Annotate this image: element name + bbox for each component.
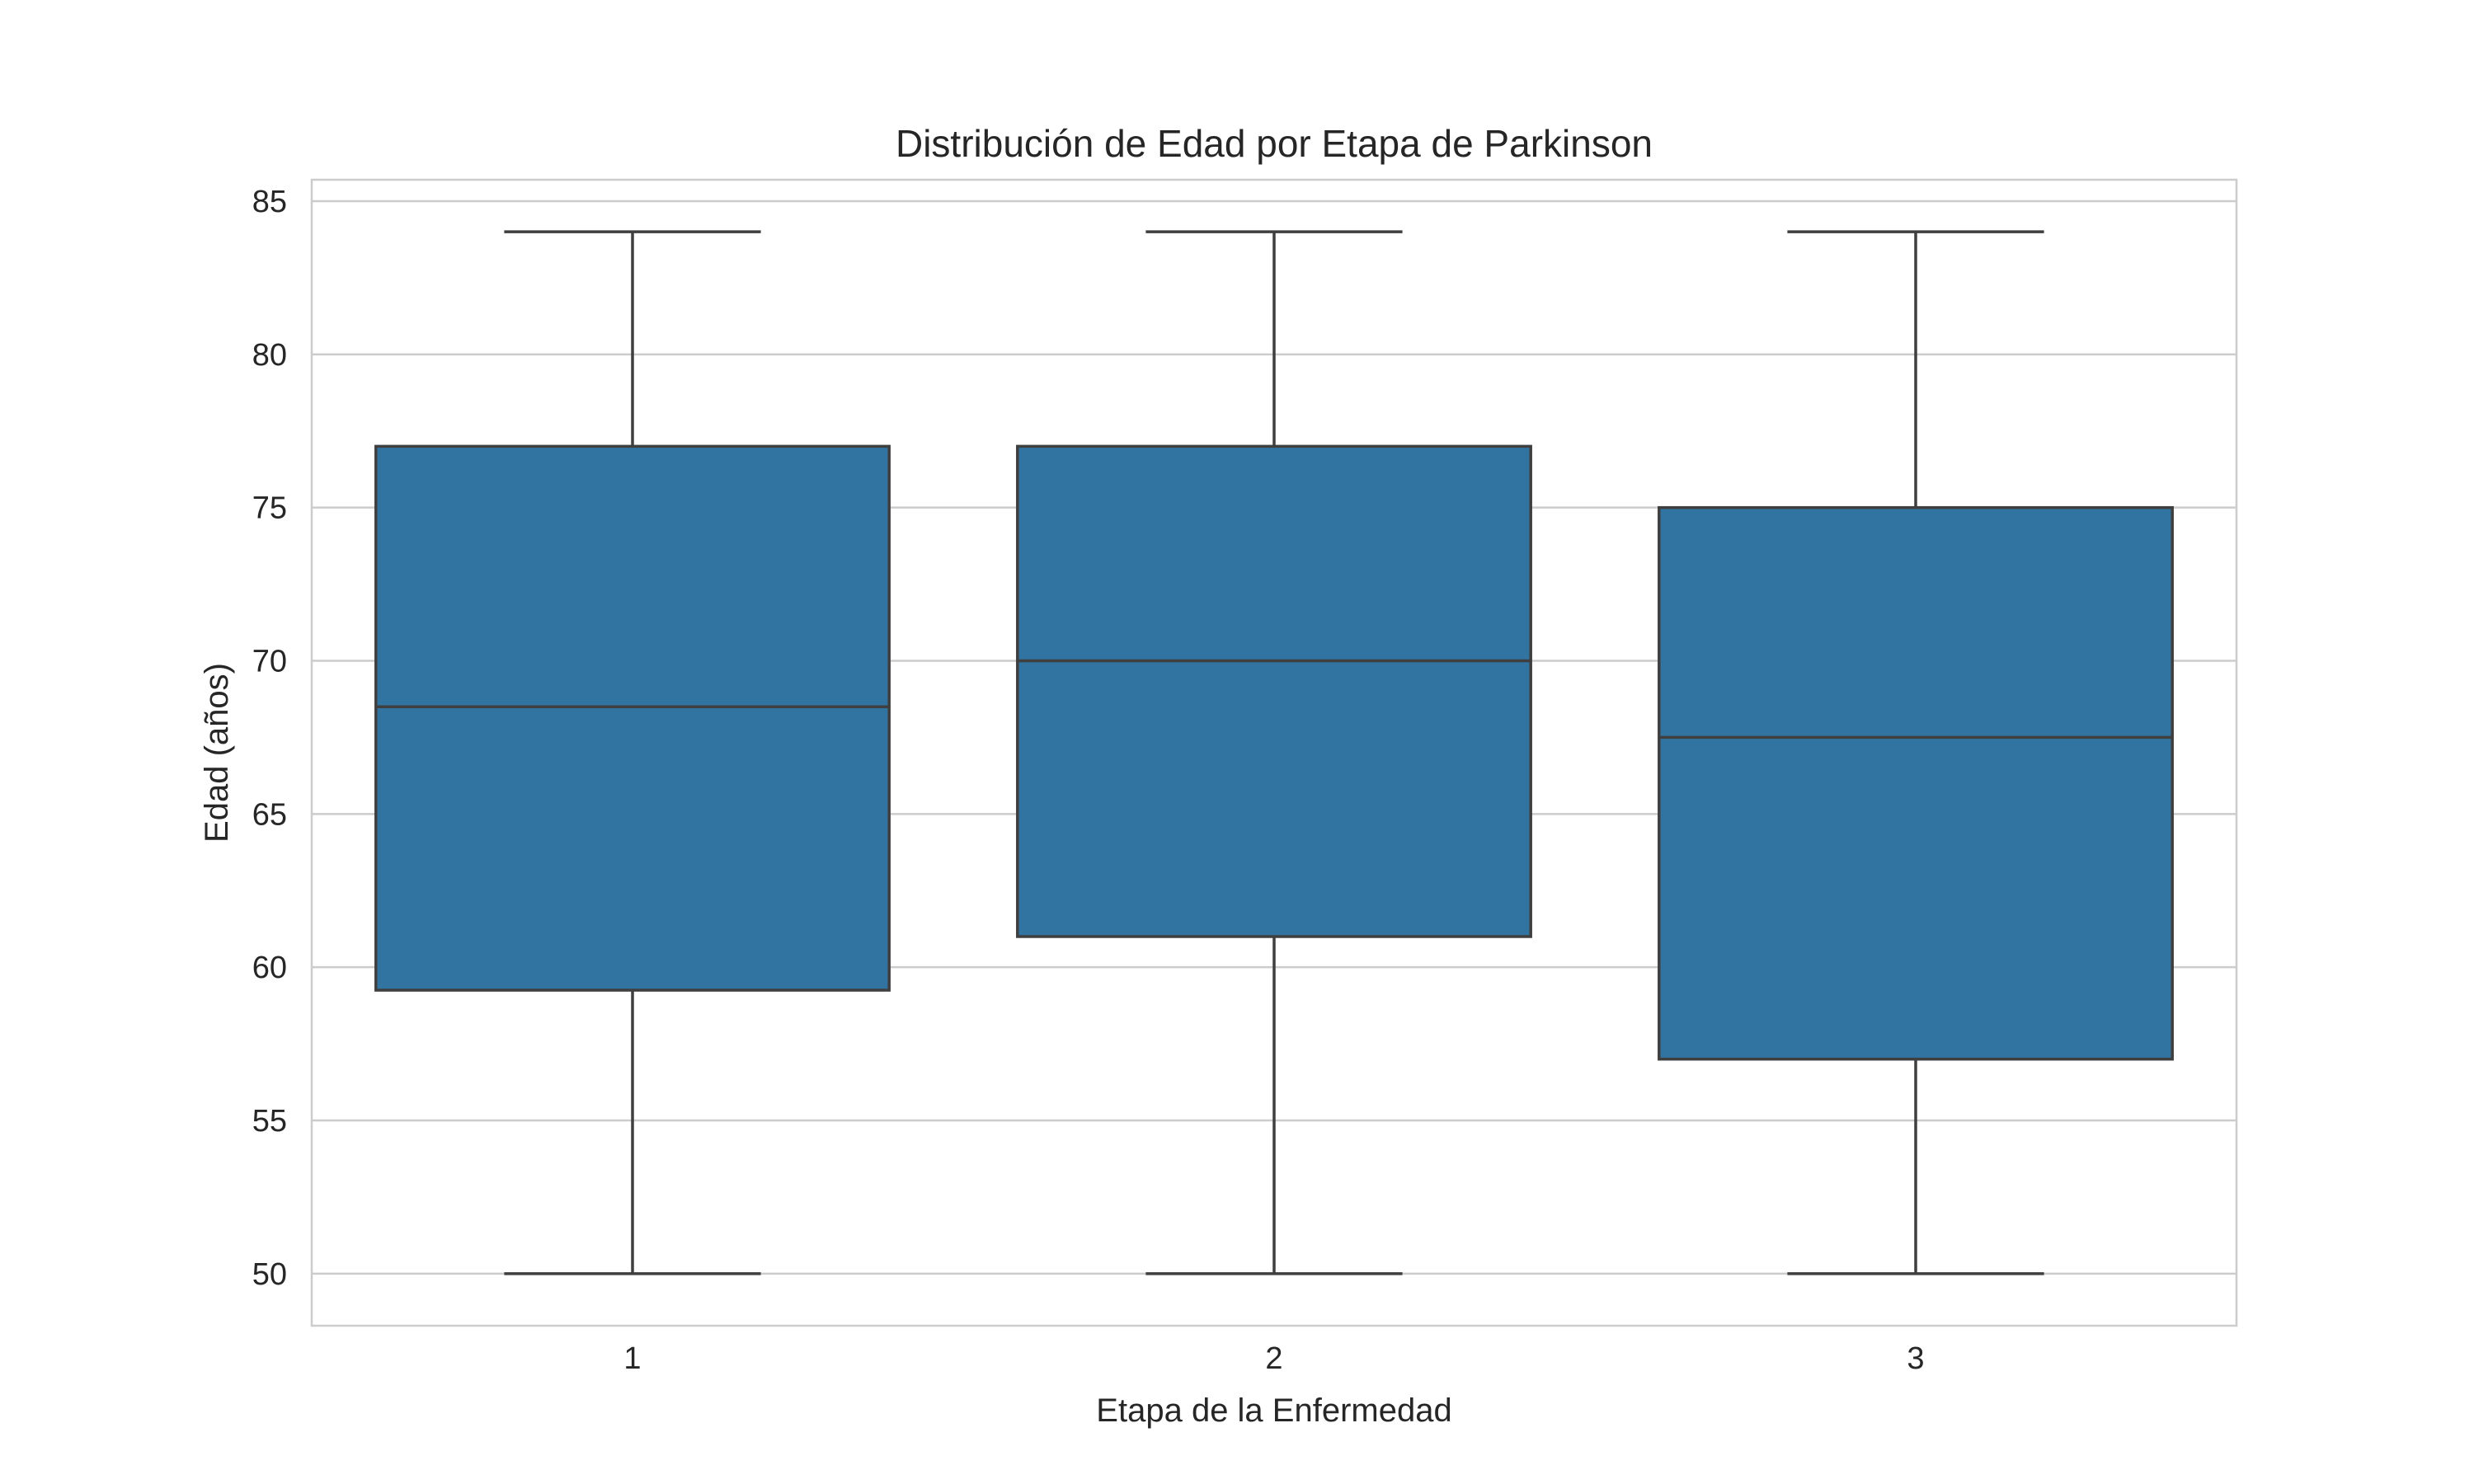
iqr-box bbox=[1658, 505, 2174, 1061]
iqr-box bbox=[374, 444, 891, 992]
plot-frame bbox=[310, 178, 2238, 1327]
box-group-3 bbox=[1658, 230, 2174, 1275]
box-group-2 bbox=[1016, 230, 1532, 1275]
y-tick-label: 85 bbox=[252, 185, 287, 219]
y-tick-label: 80 bbox=[252, 338, 287, 373]
x-tick-label: 1 bbox=[623, 1341, 641, 1376]
x-axis-ticks: 1 2 3 bbox=[623, 1341, 1924, 1376]
y-tick-label: 75 bbox=[252, 491, 287, 526]
y-tick-label: 70 bbox=[252, 645, 287, 679]
x-tick-label: 3 bbox=[1907, 1341, 1924, 1376]
y-tick-label: 50 bbox=[252, 1257, 287, 1292]
chart-title: Distribución de Edad por Etapa de Parkin… bbox=[896, 122, 1653, 165]
y-axis-label: Edad (años) bbox=[199, 663, 235, 843]
box-group-1 bbox=[374, 230, 891, 1275]
y-axis-ticks: 50 55 60 65 70 75 80 85 bbox=[252, 185, 287, 1292]
x-axis-label: Etapa de la Enfermedad bbox=[1096, 1392, 1451, 1429]
iqr-box bbox=[1016, 444, 1532, 938]
y-tick-label: 55 bbox=[252, 1104, 287, 1139]
y-tick-label: 65 bbox=[252, 797, 287, 832]
y-tick-label: 60 bbox=[252, 951, 287, 985]
x-tick-label: 2 bbox=[1265, 1341, 1282, 1376]
box-series bbox=[374, 230, 2174, 1275]
